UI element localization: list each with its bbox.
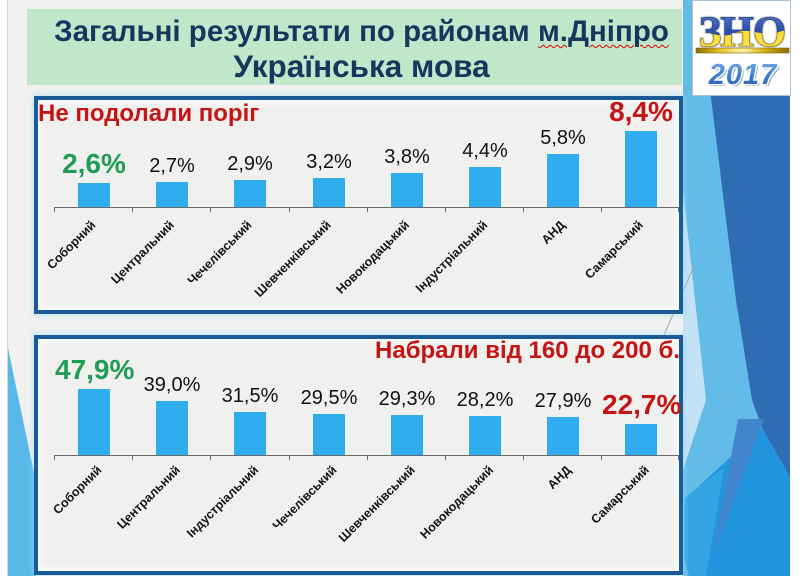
svg-text:2017: 2017 xyxy=(708,59,778,91)
svg-text:2017: 2017 xyxy=(710,61,780,93)
svg-text:2017: 2017 xyxy=(708,59,778,91)
